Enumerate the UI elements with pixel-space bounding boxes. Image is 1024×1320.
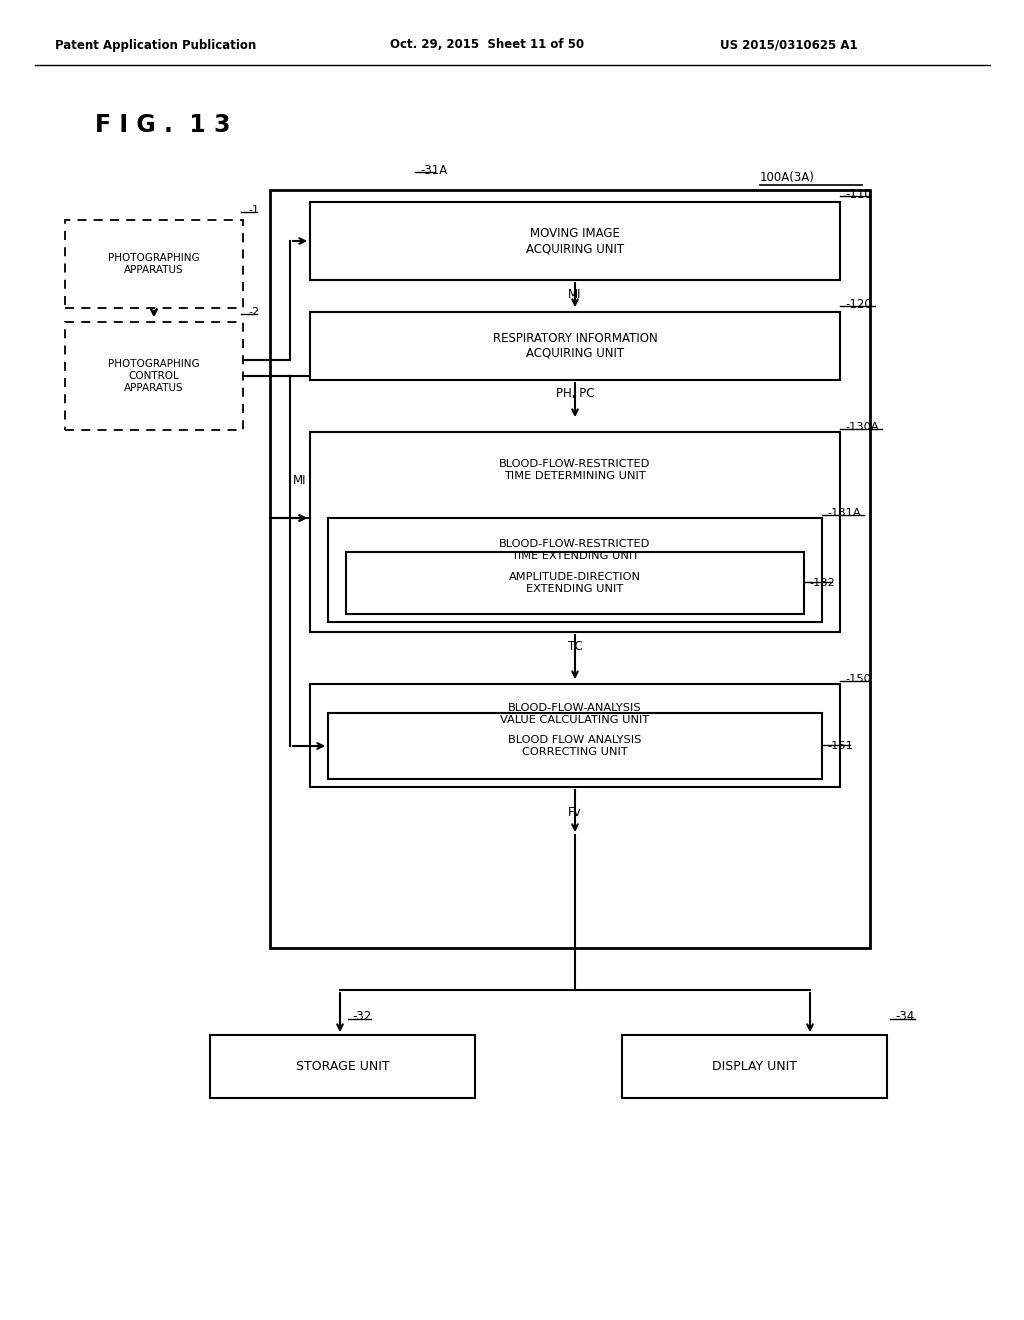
Text: -120: -120: [845, 297, 871, 310]
Text: -1: -1: [248, 205, 259, 215]
Text: F I G .  1 3: F I G . 1 3: [95, 114, 230, 137]
Bar: [65, 322, 243, 430]
Text: -130A: -130A: [845, 422, 879, 432]
Text: -34: -34: [895, 1011, 914, 1023]
Text: 100A(3A): 100A(3A): [760, 170, 815, 183]
Text: PHOTOGRAPHING
CONTROL
APPARATUS: PHOTOGRAPHING CONTROL APPARATUS: [109, 359, 200, 392]
Text: -131A: -131A: [827, 508, 860, 517]
Text: TC: TC: [567, 639, 583, 652]
Text: BLOOD-FLOW-ANALYSIS
VALUE CALCULATING UNIT: BLOOD-FLOW-ANALYSIS VALUE CALCULATING UN…: [501, 704, 649, 725]
Bar: [328, 517, 822, 622]
Text: DISPLAY UNIT: DISPLAY UNIT: [712, 1060, 797, 1073]
Text: RESPIRATORY INFORMATION
ACQUIRING UNIT: RESPIRATORY INFORMATION ACQUIRING UNIT: [493, 333, 657, 360]
Bar: [622, 1035, 887, 1098]
Text: Patent Application Publication: Patent Application Publication: [55, 38, 256, 51]
Bar: [210, 1035, 475, 1098]
Bar: [346, 552, 804, 614]
Text: Fv: Fv: [568, 805, 582, 818]
Text: MOVING IMAGE
ACQUIRING UNIT: MOVING IMAGE ACQUIRING UNIT: [526, 227, 624, 255]
Text: STORAGE UNIT: STORAGE UNIT: [296, 1060, 389, 1073]
Text: PHOTOGRAPHING
APPARATUS: PHOTOGRAPHING APPARATUS: [109, 253, 200, 275]
Bar: [65, 220, 243, 308]
Bar: [328, 713, 822, 779]
Bar: [310, 684, 840, 787]
Text: -2: -2: [248, 308, 259, 317]
Text: -110: -110: [845, 187, 871, 201]
Bar: [310, 432, 840, 632]
Text: Oct. 29, 2015  Sheet 11 of 50: Oct. 29, 2015 Sheet 11 of 50: [390, 38, 584, 51]
Text: PH, PC: PH, PC: [556, 388, 594, 400]
Text: BLOOD-FLOW-RESTRICTED
TIME EXTENDING UNIT: BLOOD-FLOW-RESTRICTED TIME EXTENDING UNI…: [500, 539, 650, 561]
Text: -151: -151: [827, 741, 853, 751]
Text: -132: -132: [809, 578, 835, 587]
Text: BLOOD FLOW ANALYSIS
CORRECTING UNIT: BLOOD FLOW ANALYSIS CORRECTING UNIT: [508, 735, 642, 756]
Text: BLOOD-FLOW-RESTRICTED
TIME DETERMINING UNIT: BLOOD-FLOW-RESTRICTED TIME DETERMINING U…: [500, 459, 650, 480]
Text: -31A: -31A: [420, 164, 447, 177]
Text: MI: MI: [293, 474, 307, 487]
Text: US 2015/0310625 A1: US 2015/0310625 A1: [720, 38, 858, 51]
Text: -150: -150: [845, 675, 870, 684]
Bar: [310, 312, 840, 380]
Bar: [270, 190, 870, 948]
Text: -32: -32: [352, 1011, 372, 1023]
Text: AMPLITUDE-DIRECTION
EXTENDING UNIT: AMPLITUDE-DIRECTION EXTENDING UNIT: [509, 572, 641, 594]
Text: MI: MI: [568, 289, 582, 301]
Bar: [310, 202, 840, 280]
